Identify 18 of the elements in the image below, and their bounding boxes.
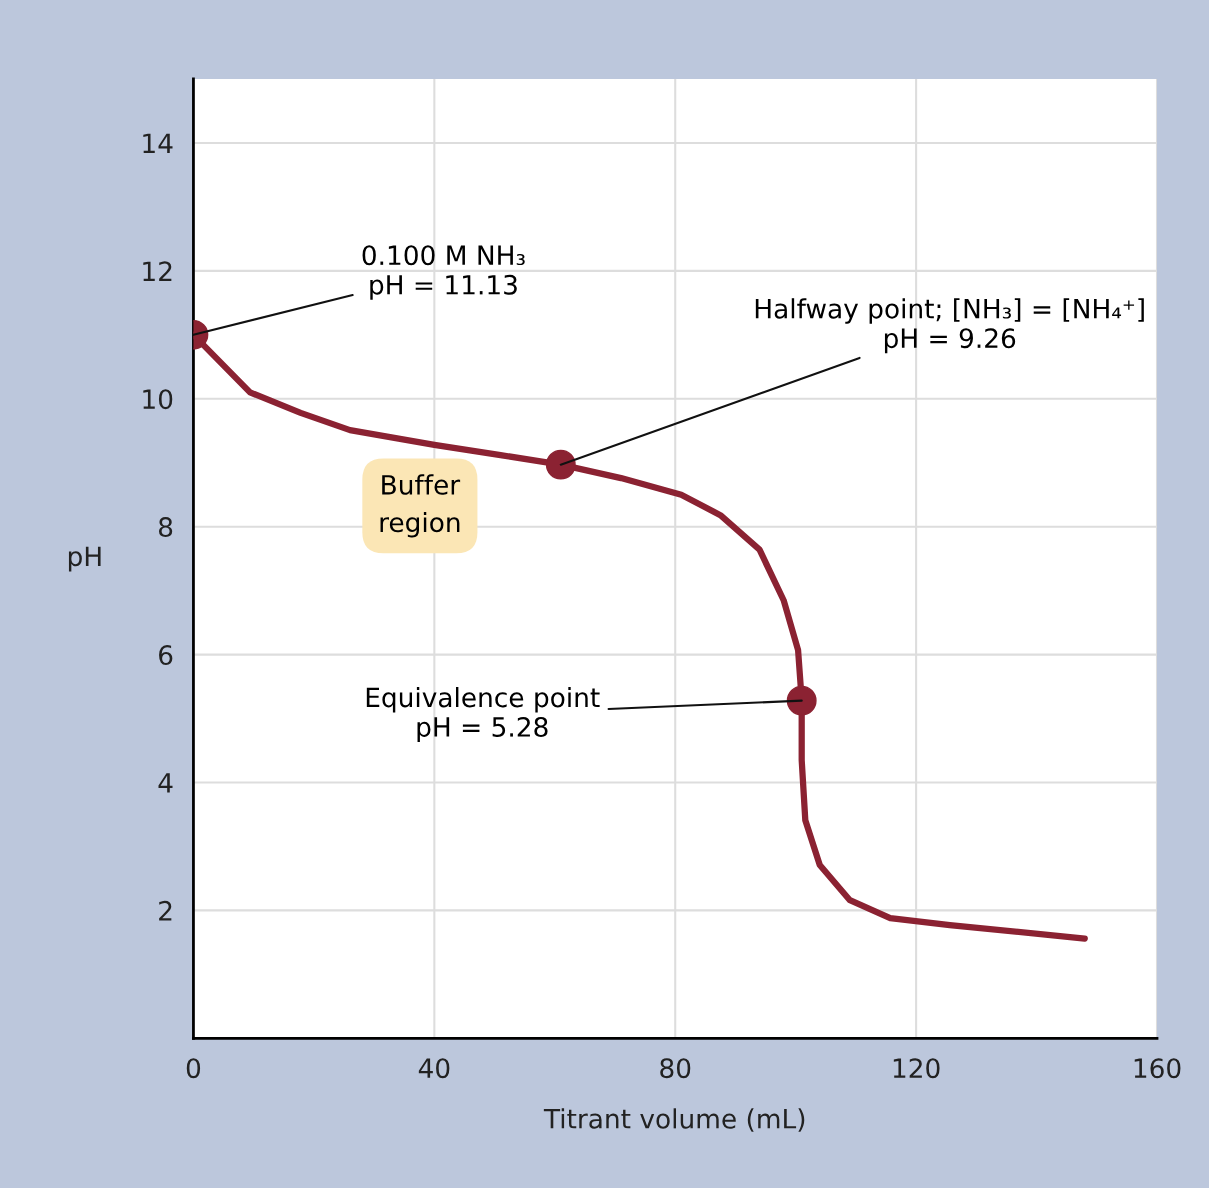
y-tick-label: 6 [159,645,173,665]
annotation: Buffer region [380,474,461,538]
annotation: Halfway point; [NH₃] = [NH₄⁺] pH = 9.26 [755,298,1144,354]
x-axis-title: Titrant volume (mL) [543,1108,805,1132]
y-tick-label: 8 [159,517,173,538]
x-tick-label: 80 [660,1058,691,1079]
y-tick-label: 10 [143,389,173,410]
y-tick-label: 12 [143,261,172,281]
annotation: 0.100 M NH₃ pH = 11.13 [362,245,525,300]
x-tick-label: 0 [186,1058,201,1079]
annotation: Equivalence point pH = 5.28 [366,686,600,743]
y-tick-label: 14 [143,133,173,153]
y-axis-title: pH [68,546,101,572]
x-tick-label: 120 [893,1058,940,1079]
x-tick-label: 40 [418,1058,450,1079]
y-tick-label: 2 [159,900,172,921]
x-tick-label: 160 [1134,1058,1181,1079]
y-tick-label: 4 [158,773,173,793]
